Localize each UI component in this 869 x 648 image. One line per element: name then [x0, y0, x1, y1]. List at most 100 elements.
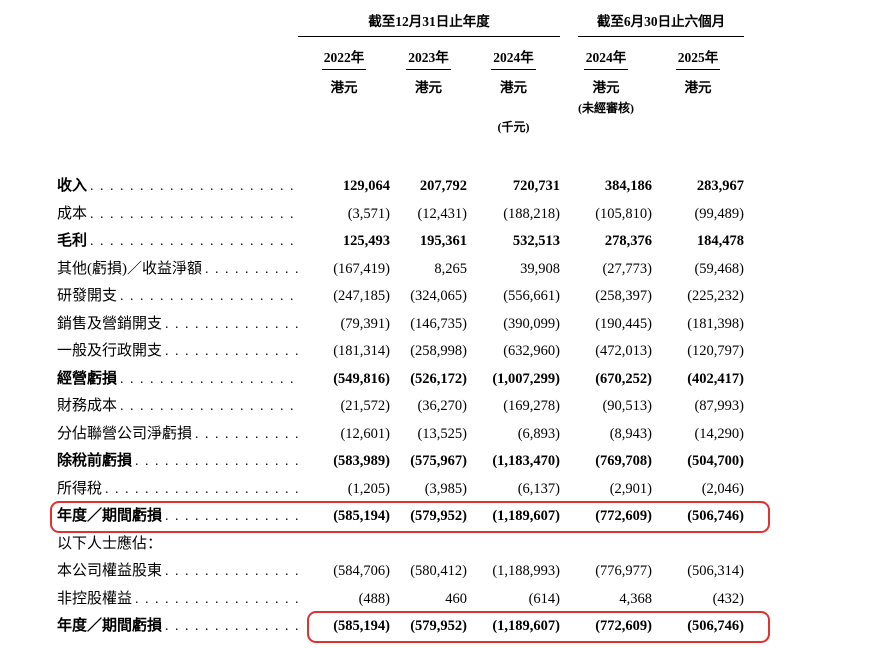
cell-value	[560, 531, 652, 559]
cell-value: (79,391)	[340, 315, 390, 332]
cell-value: (488)	[358, 590, 390, 607]
cell-value: (1,007,299)	[492, 370, 560, 387]
cell-value: (549,816)	[333, 370, 390, 387]
cell-value: (772,609)	[595, 508, 652, 524]
dot-leader	[165, 342, 298, 360]
table-header-audit-note-row: (未經審核)	[57, 96, 744, 115]
cell-value	[298, 531, 390, 559]
cell-value: (188,218)	[503, 205, 560, 222]
cell-value: (59,468)	[694, 260, 744, 277]
cell-value: 207,792	[419, 178, 467, 194]
cell-value: (432)	[712, 590, 744, 607]
cell-value: (99,489)	[694, 205, 744, 222]
cell-value: (579,952)	[410, 618, 467, 634]
cell-value: (390,099)	[503, 315, 560, 332]
currency-label: 港元	[500, 80, 527, 95]
cell-value: (105,810)	[595, 205, 652, 222]
cell-value: (146,735)	[410, 315, 467, 332]
cell-value: 184,478	[696, 233, 744, 249]
cell-value: 4,368	[619, 590, 652, 607]
dot-leader	[165, 562, 298, 580]
cell-value: 8,265	[434, 260, 467, 277]
interim-period-label: 截至6月30日止六個月	[596, 14, 726, 29]
cell-value: (584,706)	[333, 563, 390, 579]
cell-value	[467, 531, 560, 559]
table-row: 除稅前虧損 (583,989) (575,967) (1,183,470) (769,7…	[57, 448, 744, 476]
interim-period-header: 截至6月30日止六個月	[578, 10, 744, 37]
annual-period-label: 截至12月31日止年度	[368, 14, 490, 29]
row-label: 除稅前虧損	[57, 453, 133, 469]
annual-period-header: 截至12月31日止年度	[298, 10, 560, 37]
cell-value: (167,419)	[333, 260, 390, 277]
dot-leader	[90, 177, 298, 195]
cell-value: (579,952)	[410, 508, 467, 524]
cell-value: (258,397)	[595, 288, 652, 304]
currency-label: 港元	[330, 80, 358, 95]
dot-leader	[135, 590, 298, 608]
column-year-2022: 2022年	[321, 46, 367, 70]
table-header-currency: 港元 港元 港元 港元 港元	[57, 70, 744, 96]
row-label: 一般及行政開支	[57, 343, 163, 359]
dot-leader	[165, 507, 298, 525]
cell-value: (506,746)	[687, 508, 744, 524]
dot-leader	[205, 260, 298, 278]
cell-value: (3,571)	[347, 205, 390, 222]
row-label: 毛利	[57, 233, 88, 249]
cell-value: (1,205)	[347, 480, 390, 497]
currency-label: 港元	[592, 80, 620, 95]
cell-value: (27,773)	[602, 260, 652, 277]
table-row: 分佔聯營公司淨虧損 (12,601) (13,525) (6,893) (8,943) (…	[57, 421, 744, 449]
row-label: 本公司權益股東	[57, 563, 163, 579]
cell-value: (324,065)	[410, 288, 467, 304]
dot-leader	[120, 397, 298, 415]
cell-value: (169,278)	[503, 398, 560, 414]
table-row: 銷售及營銷開支 (79,391) (146,735) (390,099) (190,44…	[57, 311, 744, 339]
cell-value: (3,985)	[424, 480, 467, 497]
cell-value: (614)	[528, 590, 560, 607]
cell-value: (14,290)	[694, 425, 744, 442]
cell-value: (776,977)	[595, 563, 652, 579]
cell-value: 460	[445, 590, 467, 607]
currency-label: 港元	[684, 80, 712, 95]
dot-leader	[195, 425, 298, 443]
cell-value: (1,188,993)	[492, 563, 560, 579]
cell-value: (6,137)	[517, 480, 560, 497]
row-label: 銷售及營銷開支	[57, 315, 163, 332]
cell-value: (2,046)	[701, 480, 744, 497]
cell-value: (769,708)	[595, 453, 652, 469]
cell-value: (402,417)	[687, 370, 744, 387]
table-row: 成本 (3,571) (12,431) (188,218) (105,810) (99,4…	[57, 201, 744, 229]
row-label: 年度／期間虧損	[57, 618, 163, 634]
row-label: 年度／期間虧損	[57, 508, 163, 524]
cell-value: (772,609)	[595, 618, 652, 634]
table-row: 研發開支 (247,185) (324,065) (556,661) (258,397)…	[57, 283, 744, 311]
cell-value: (258,998)	[410, 343, 467, 359]
table-header-unit-note-row: (千元)	[57, 115, 744, 137]
cell-value: (21,572)	[340, 398, 390, 414]
table-row: 經營虧損 (549,816) (526,172) (1,007,299) (670,25…	[57, 366, 744, 394]
cell-value: (6,893)	[517, 425, 560, 442]
column-year-2024-annual: 2024年	[491, 46, 536, 70]
dot-leader	[165, 315, 298, 333]
cell-value: (13,525)	[417, 425, 467, 442]
cell-value: 283,967	[696, 178, 744, 194]
column-year-2024-interim: 2024年	[583, 46, 629, 70]
cell-value: (472,013)	[595, 343, 652, 359]
cell-value: 384,186	[604, 178, 652, 194]
dot-leader	[120, 370, 298, 388]
cell-value: (12,601)	[340, 425, 390, 442]
table-row: 毛利 125,493 195,361 532,513 278,376 184,478	[57, 228, 744, 256]
cell-value: (585,194)	[333, 508, 390, 524]
row-label: 成本	[57, 205, 88, 222]
cell-value: (632,960)	[503, 343, 560, 359]
cell-value: (1,183,470)	[492, 453, 560, 469]
row-label: 研發開支	[57, 288, 118, 304]
cell-value: (575,967)	[410, 453, 467, 469]
cell-value: (36,270)	[417, 398, 467, 414]
row-label: 所得稅	[57, 480, 103, 497]
cell-value: (120,797)	[687, 343, 744, 359]
column-year-2023: 2023年	[406, 46, 451, 70]
row-label: 非控股權益	[57, 590, 133, 607]
cell-value: (8,943)	[609, 425, 652, 442]
dot-leader	[120, 287, 298, 305]
